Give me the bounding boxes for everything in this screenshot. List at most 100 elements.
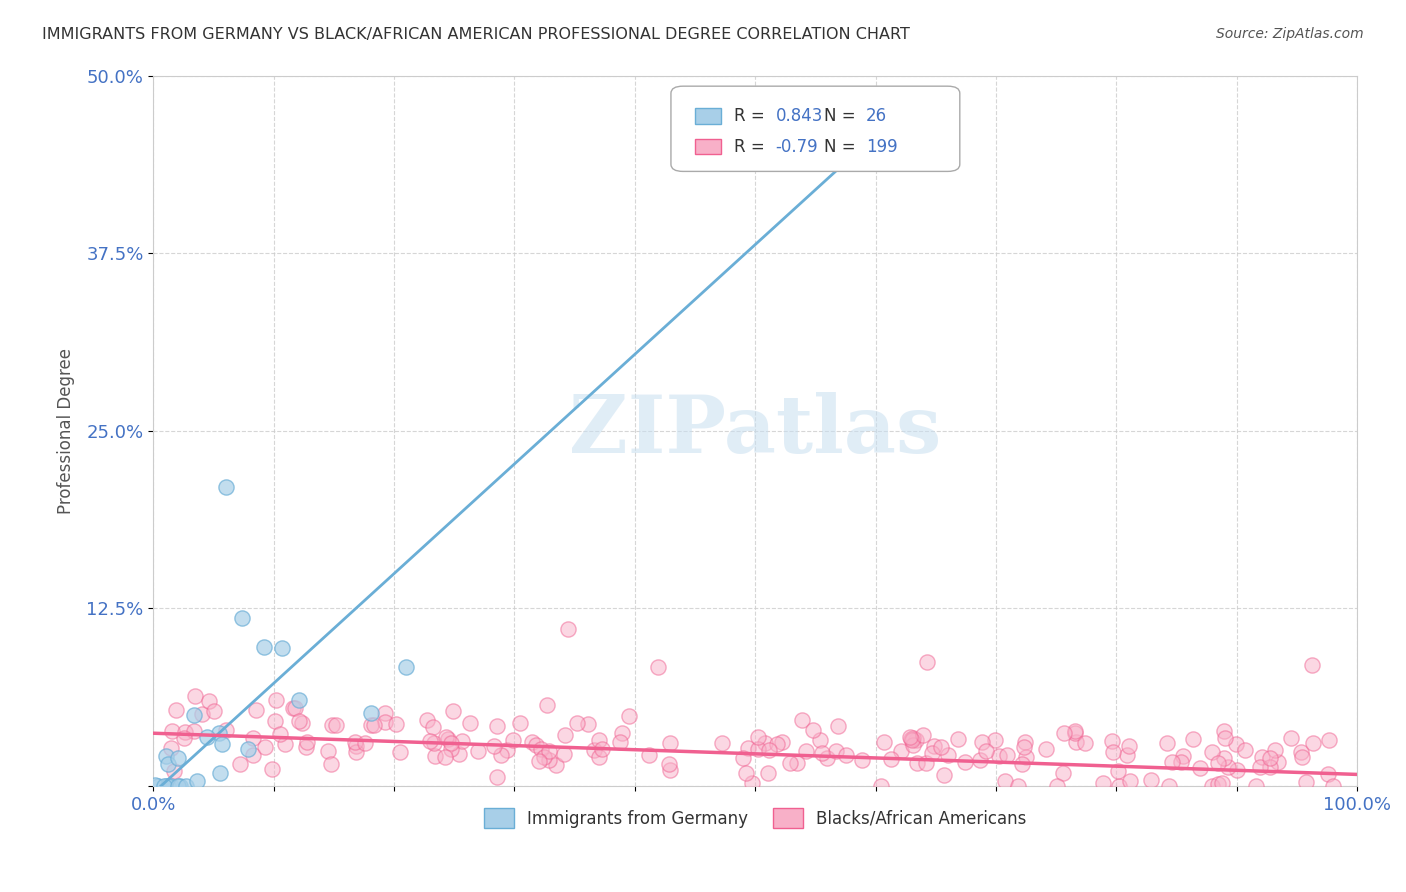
Point (1267, 755, 1289, 769)
Point (638, 748, 661, 763)
Point (609, 735, 631, 749)
Point (659, 736, 682, 750)
Point (1264, 743, 1286, 757)
Point (146, 779, 169, 793)
Point (434, 750, 457, 764)
Point (1014, 739, 1036, 754)
Point (441, 705, 464, 719)
Text: 26: 26 (866, 107, 887, 125)
Point (747, 730, 769, 744)
Point (901, 738, 924, 752)
Text: -0.79: -0.79 (776, 137, 818, 155)
Point (186, 773, 208, 788)
Point (1289, 745, 1312, 759)
Point (1244, 779, 1267, 793)
Point (1102, 745, 1125, 759)
FancyBboxPatch shape (695, 108, 721, 124)
Point (496, 743, 519, 757)
Point (538, 744, 561, 758)
Point (295, 735, 318, 749)
Point (1118, 739, 1140, 753)
Point (953, 755, 976, 769)
Point (1015, 750, 1038, 764)
Point (915, 655, 938, 669)
Point (229, 756, 252, 771)
Point (167, 779, 190, 793)
Point (363, 717, 385, 731)
Point (1108, 779, 1130, 793)
Point (242, 747, 264, 762)
Point (907, 756, 929, 771)
Point (458, 716, 481, 731)
Point (422, 720, 444, 734)
Point (423, 736, 446, 750)
Point (360, 706, 382, 720)
Point (319, 756, 342, 771)
Point (1260, 760, 1282, 774)
Point (281, 701, 304, 715)
Point (1189, 761, 1212, 775)
Point (211, 737, 233, 751)
Point (1226, 763, 1249, 777)
Point (557, 622, 579, 636)
Point (155, 779, 177, 793)
Point (794, 743, 817, 757)
Point (316, 744, 339, 758)
Point (451, 734, 474, 748)
Point (1206, 756, 1229, 770)
Point (183, 723, 205, 738)
Point (449, 747, 471, 761)
Point (827, 719, 849, 733)
Point (1170, 755, 1192, 769)
Point (576, 716, 599, 731)
Point (153, 779, 176, 793)
Point (533, 749, 555, 764)
Text: R =: R = (734, 137, 769, 155)
Point (1160, 755, 1182, 769)
Text: 0.843: 0.843 (776, 107, 823, 125)
Point (905, 733, 928, 747)
Text: N =: N = (824, 137, 860, 155)
Point (354, 736, 377, 750)
Point (1201, 745, 1223, 759)
Point (1139, 773, 1161, 788)
Point (988, 748, 1011, 763)
Point (173, 731, 195, 745)
Point (1101, 733, 1123, 747)
Point (291, 715, 314, 730)
Point (754, 736, 776, 750)
Text: R =: R = (734, 107, 769, 125)
Point (208, 726, 231, 740)
Point (1279, 731, 1302, 745)
Point (1211, 776, 1233, 790)
Point (766, 737, 789, 751)
Point (374, 706, 396, 721)
Point (253, 739, 276, 754)
Point (202, 704, 225, 718)
Point (1159, 779, 1181, 793)
Point (1322, 779, 1344, 793)
Point (321, 718, 343, 732)
Point (658, 757, 681, 772)
Point (983, 733, 1005, 747)
Point (948, 731, 970, 746)
Point (588, 750, 610, 764)
Point (1091, 776, 1114, 790)
Point (260, 762, 283, 776)
Point (434, 730, 457, 744)
Point (271, 640, 294, 655)
Point (1201, 779, 1223, 793)
Point (284, 700, 307, 714)
Point (1074, 736, 1097, 750)
Point (995, 747, 1018, 762)
Point (737, 740, 759, 755)
Point (295, 739, 318, 754)
Point (756, 765, 779, 780)
Point (970, 735, 993, 749)
Point (969, 753, 991, 767)
Point (835, 748, 858, 763)
Point (1301, 657, 1323, 672)
Text: IMMIGRANTS FROM GERMANY VS BLACK/AFRICAN AMERICAN PROFESSIONAL DEGREE CORRELATIO: IMMIGRANTS FROM GERMANY VS BLACK/AFRICAN… (42, 27, 910, 42)
Point (522, 735, 544, 749)
Point (1063, 724, 1085, 739)
